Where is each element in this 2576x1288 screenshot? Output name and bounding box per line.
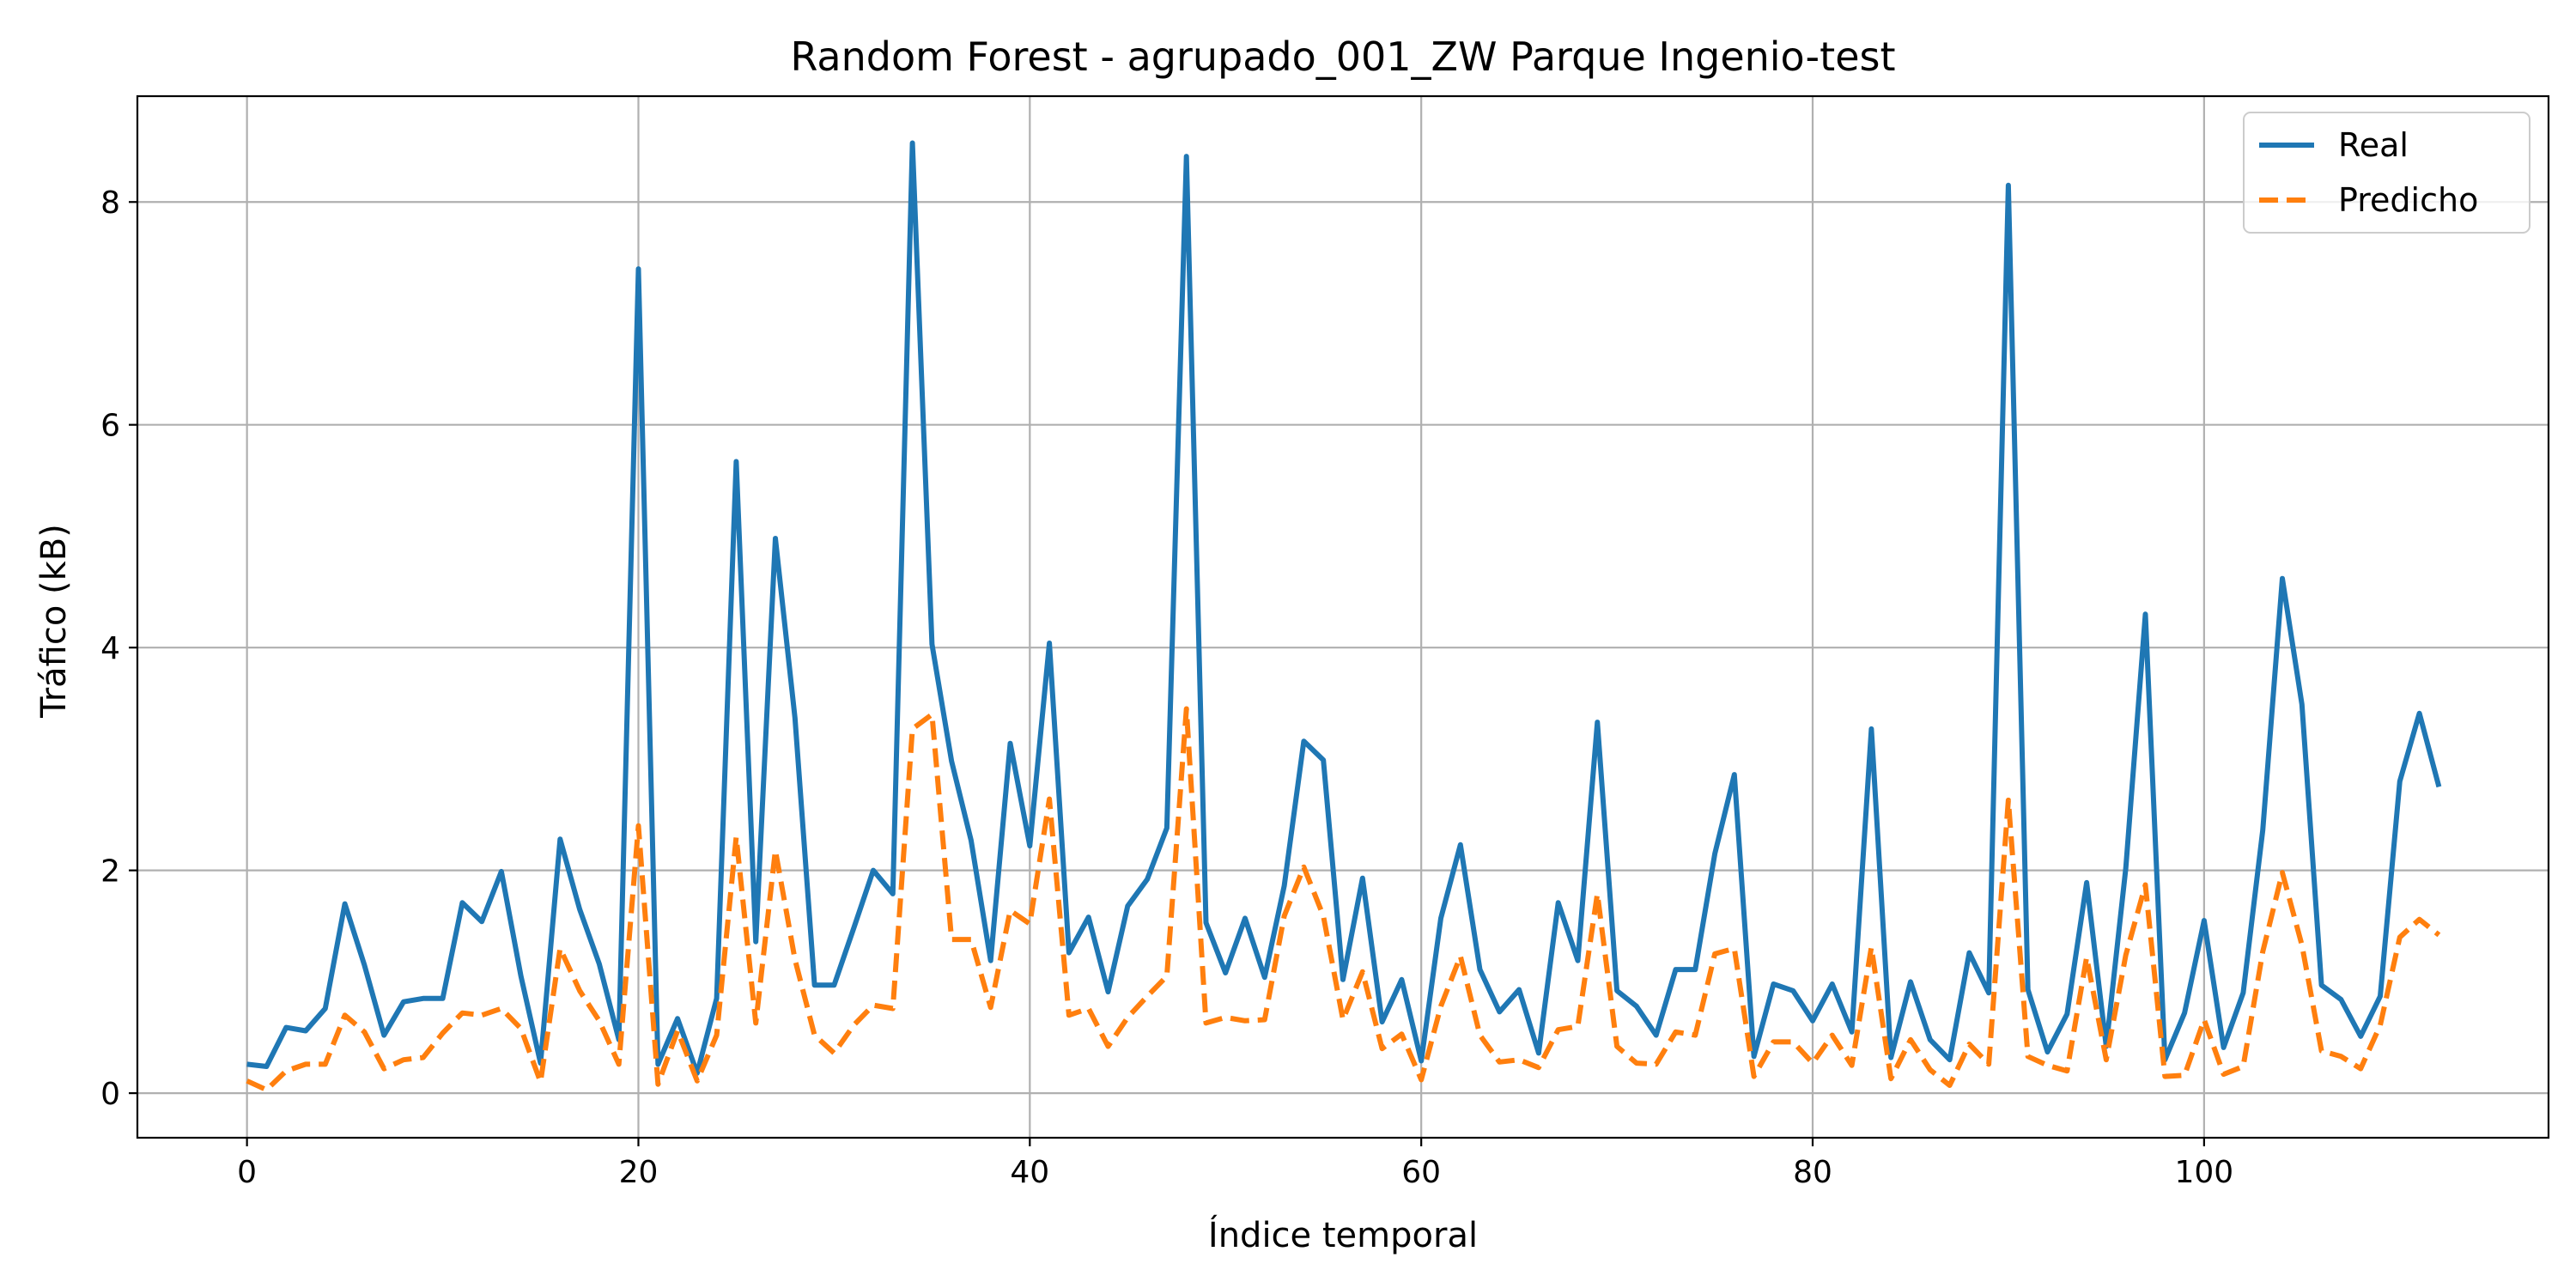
- legend-label: Real: [2338, 126, 2409, 164]
- x-tick-label: 60: [1401, 1155, 1441, 1190]
- y-tick-label: 4: [100, 631, 120, 666]
- x-tick-label: 40: [1010, 1155, 1049, 1190]
- x-tick-label: 100: [2174, 1155, 2233, 1190]
- x-tick-label: 0: [237, 1155, 257, 1190]
- legend-box: [2243, 112, 2530, 234]
- chart-title: Random Forest - agrupado_001_ZW Parque I…: [790, 33, 1895, 80]
- plot-frame: [136, 94, 2550, 1139]
- y-axis-label: Tráfico (kB): [34, 524, 74, 719]
- x-axis-label: Índice temporal: [1208, 1214, 1478, 1255]
- y-tick-label: 2: [100, 854, 120, 890]
- legend: Real Predicho: [2243, 112, 2530, 234]
- series-line-0: [246, 140, 2442, 1076]
- legend-label: Predicho: [2338, 181, 2478, 219]
- series-group: [246, 140, 2442, 1093]
- x-tick-label: 20: [619, 1155, 659, 1190]
- axis-ticks: 0 20 40 60 80 100 0 2 4 6 8: [100, 185, 2233, 1190]
- x-tick-label: 80: [1793, 1155, 1832, 1190]
- y-tick-label: 0: [100, 1077, 120, 1112]
- y-tick-label: 8: [100, 185, 120, 221]
- y-tick-label: 6: [100, 409, 120, 444]
